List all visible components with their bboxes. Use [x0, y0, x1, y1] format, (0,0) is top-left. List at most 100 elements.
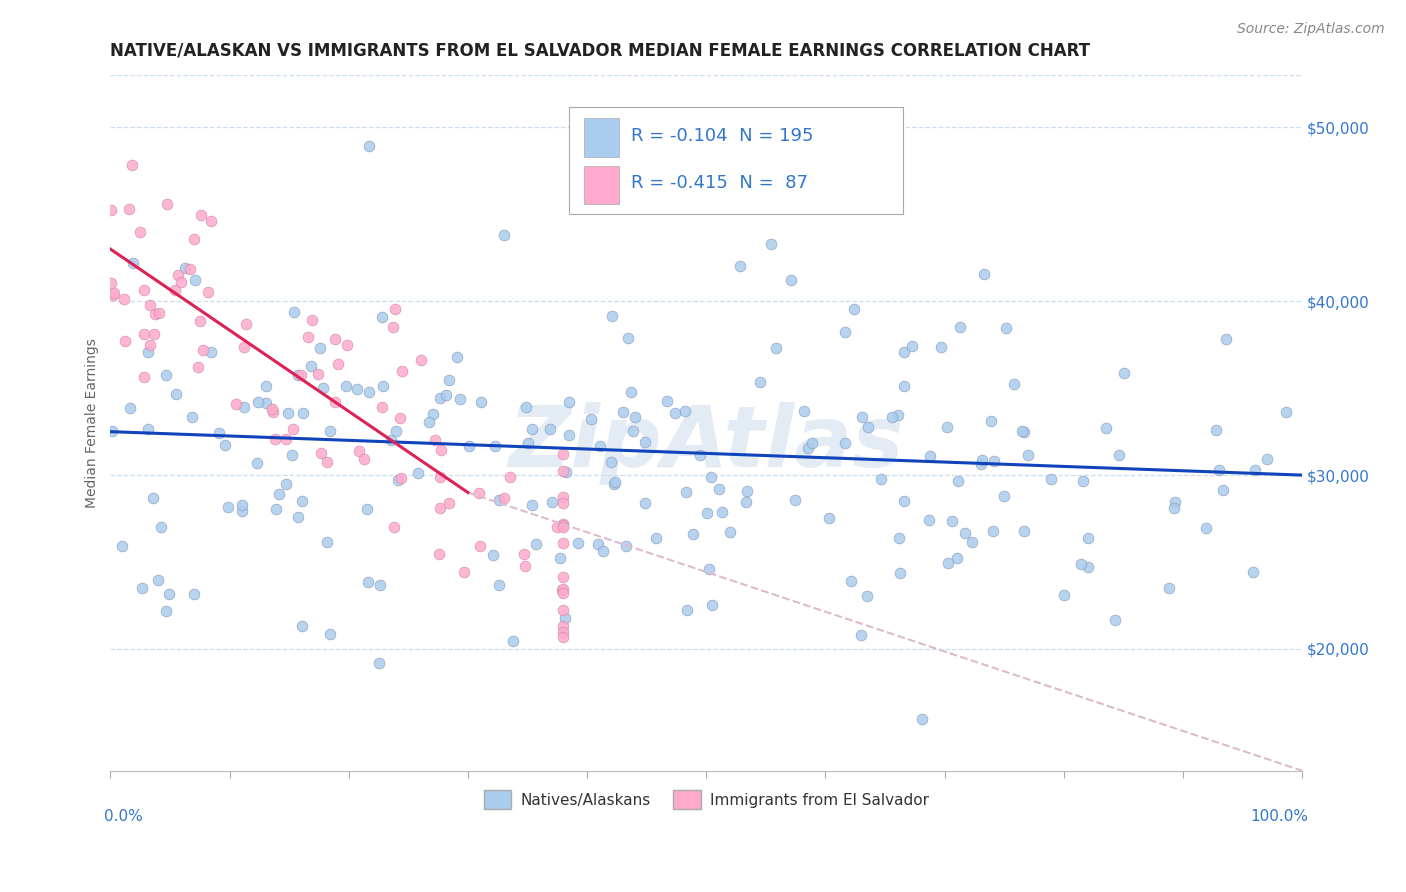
Point	[287, 509, 309, 524]
Point	[283, 305, 305, 319]
Point	[918, 513, 941, 527]
Point	[291, 494, 314, 508]
Point	[553, 570, 575, 584]
Point	[389, 471, 412, 485]
Point	[734, 494, 756, 508]
Point	[449, 392, 471, 406]
Point	[118, 401, 141, 415]
Point	[481, 549, 503, 563]
Point	[553, 496, 575, 510]
Point	[371, 378, 394, 392]
Point	[384, 424, 406, 438]
Point	[553, 585, 575, 599]
Point	[586, 537, 609, 551]
Point	[357, 575, 380, 590]
Point	[980, 413, 1002, 427]
Point	[179, 261, 201, 276]
Point	[136, 344, 159, 359]
Point	[844, 301, 866, 316]
Point	[553, 516, 575, 531]
Point	[488, 578, 510, 592]
Legend: Natives/Alaskans, Immigrants from El Salvador: Natives/Alaskans, Immigrants from El Sal…	[478, 784, 935, 815]
Point	[291, 619, 314, 633]
Point	[655, 394, 678, 409]
Text: ZipAtlas: ZipAtlas	[509, 402, 904, 485]
Point	[232, 400, 254, 414]
Point	[929, 340, 952, 354]
Point	[484, 439, 506, 453]
Point	[1163, 495, 1185, 509]
Point	[200, 214, 222, 228]
Point	[634, 496, 657, 510]
Point	[620, 385, 643, 400]
Point	[254, 396, 277, 410]
Point	[603, 477, 626, 491]
Point	[970, 458, 993, 472]
Point	[316, 534, 339, 549]
Point	[513, 558, 536, 573]
Point	[316, 454, 339, 468]
Point	[553, 520, 575, 534]
Point	[142, 326, 165, 341]
Point	[184, 273, 207, 287]
Point	[335, 379, 357, 393]
Point	[818, 511, 841, 525]
Point	[276, 433, 298, 447]
Point	[312, 381, 335, 395]
Point	[889, 531, 911, 545]
Point	[467, 486, 489, 500]
Point	[299, 359, 322, 374]
Point	[297, 330, 319, 344]
Point	[949, 319, 972, 334]
Point	[551, 583, 574, 598]
Point	[953, 525, 976, 540]
Point	[200, 345, 222, 359]
Point	[779, 272, 801, 286]
Point	[901, 339, 924, 353]
Point	[149, 520, 172, 534]
Point	[155, 368, 177, 382]
Point	[139, 297, 162, 311]
Point	[548, 551, 571, 566]
Point	[553, 619, 575, 633]
FancyBboxPatch shape	[583, 166, 619, 204]
Point	[887, 408, 910, 422]
Point	[737, 483, 759, 498]
Point	[553, 625, 575, 640]
Point	[389, 411, 412, 425]
Point	[353, 452, 375, 467]
Point	[326, 357, 349, 371]
FancyBboxPatch shape	[569, 106, 903, 214]
Point	[165, 387, 187, 401]
Point	[599, 454, 621, 468]
Point	[612, 405, 634, 419]
Point	[1163, 501, 1185, 516]
Point	[165, 283, 187, 297]
Point	[960, 534, 983, 549]
Point	[675, 484, 697, 499]
Point	[602, 310, 624, 324]
Point	[167, 268, 190, 282]
Point	[422, 407, 444, 421]
Point	[1256, 452, 1278, 467]
Point	[558, 427, 581, 442]
Point	[889, 566, 911, 580]
Point	[515, 401, 537, 415]
Point	[131, 581, 153, 595]
Point	[134, 369, 156, 384]
Point	[553, 447, 575, 461]
Point	[1053, 588, 1076, 602]
Point	[621, 424, 644, 438]
Point	[280, 448, 302, 462]
Point	[494, 227, 516, 242]
Point	[254, 379, 277, 393]
Point	[793, 404, 815, 418]
Point	[437, 496, 460, 510]
FancyBboxPatch shape	[583, 119, 619, 157]
Point	[553, 464, 575, 478]
Point	[1077, 559, 1099, 574]
Point	[800, 436, 823, 450]
Point	[156, 197, 179, 211]
Point	[682, 527, 704, 541]
Point	[132, 326, 155, 341]
